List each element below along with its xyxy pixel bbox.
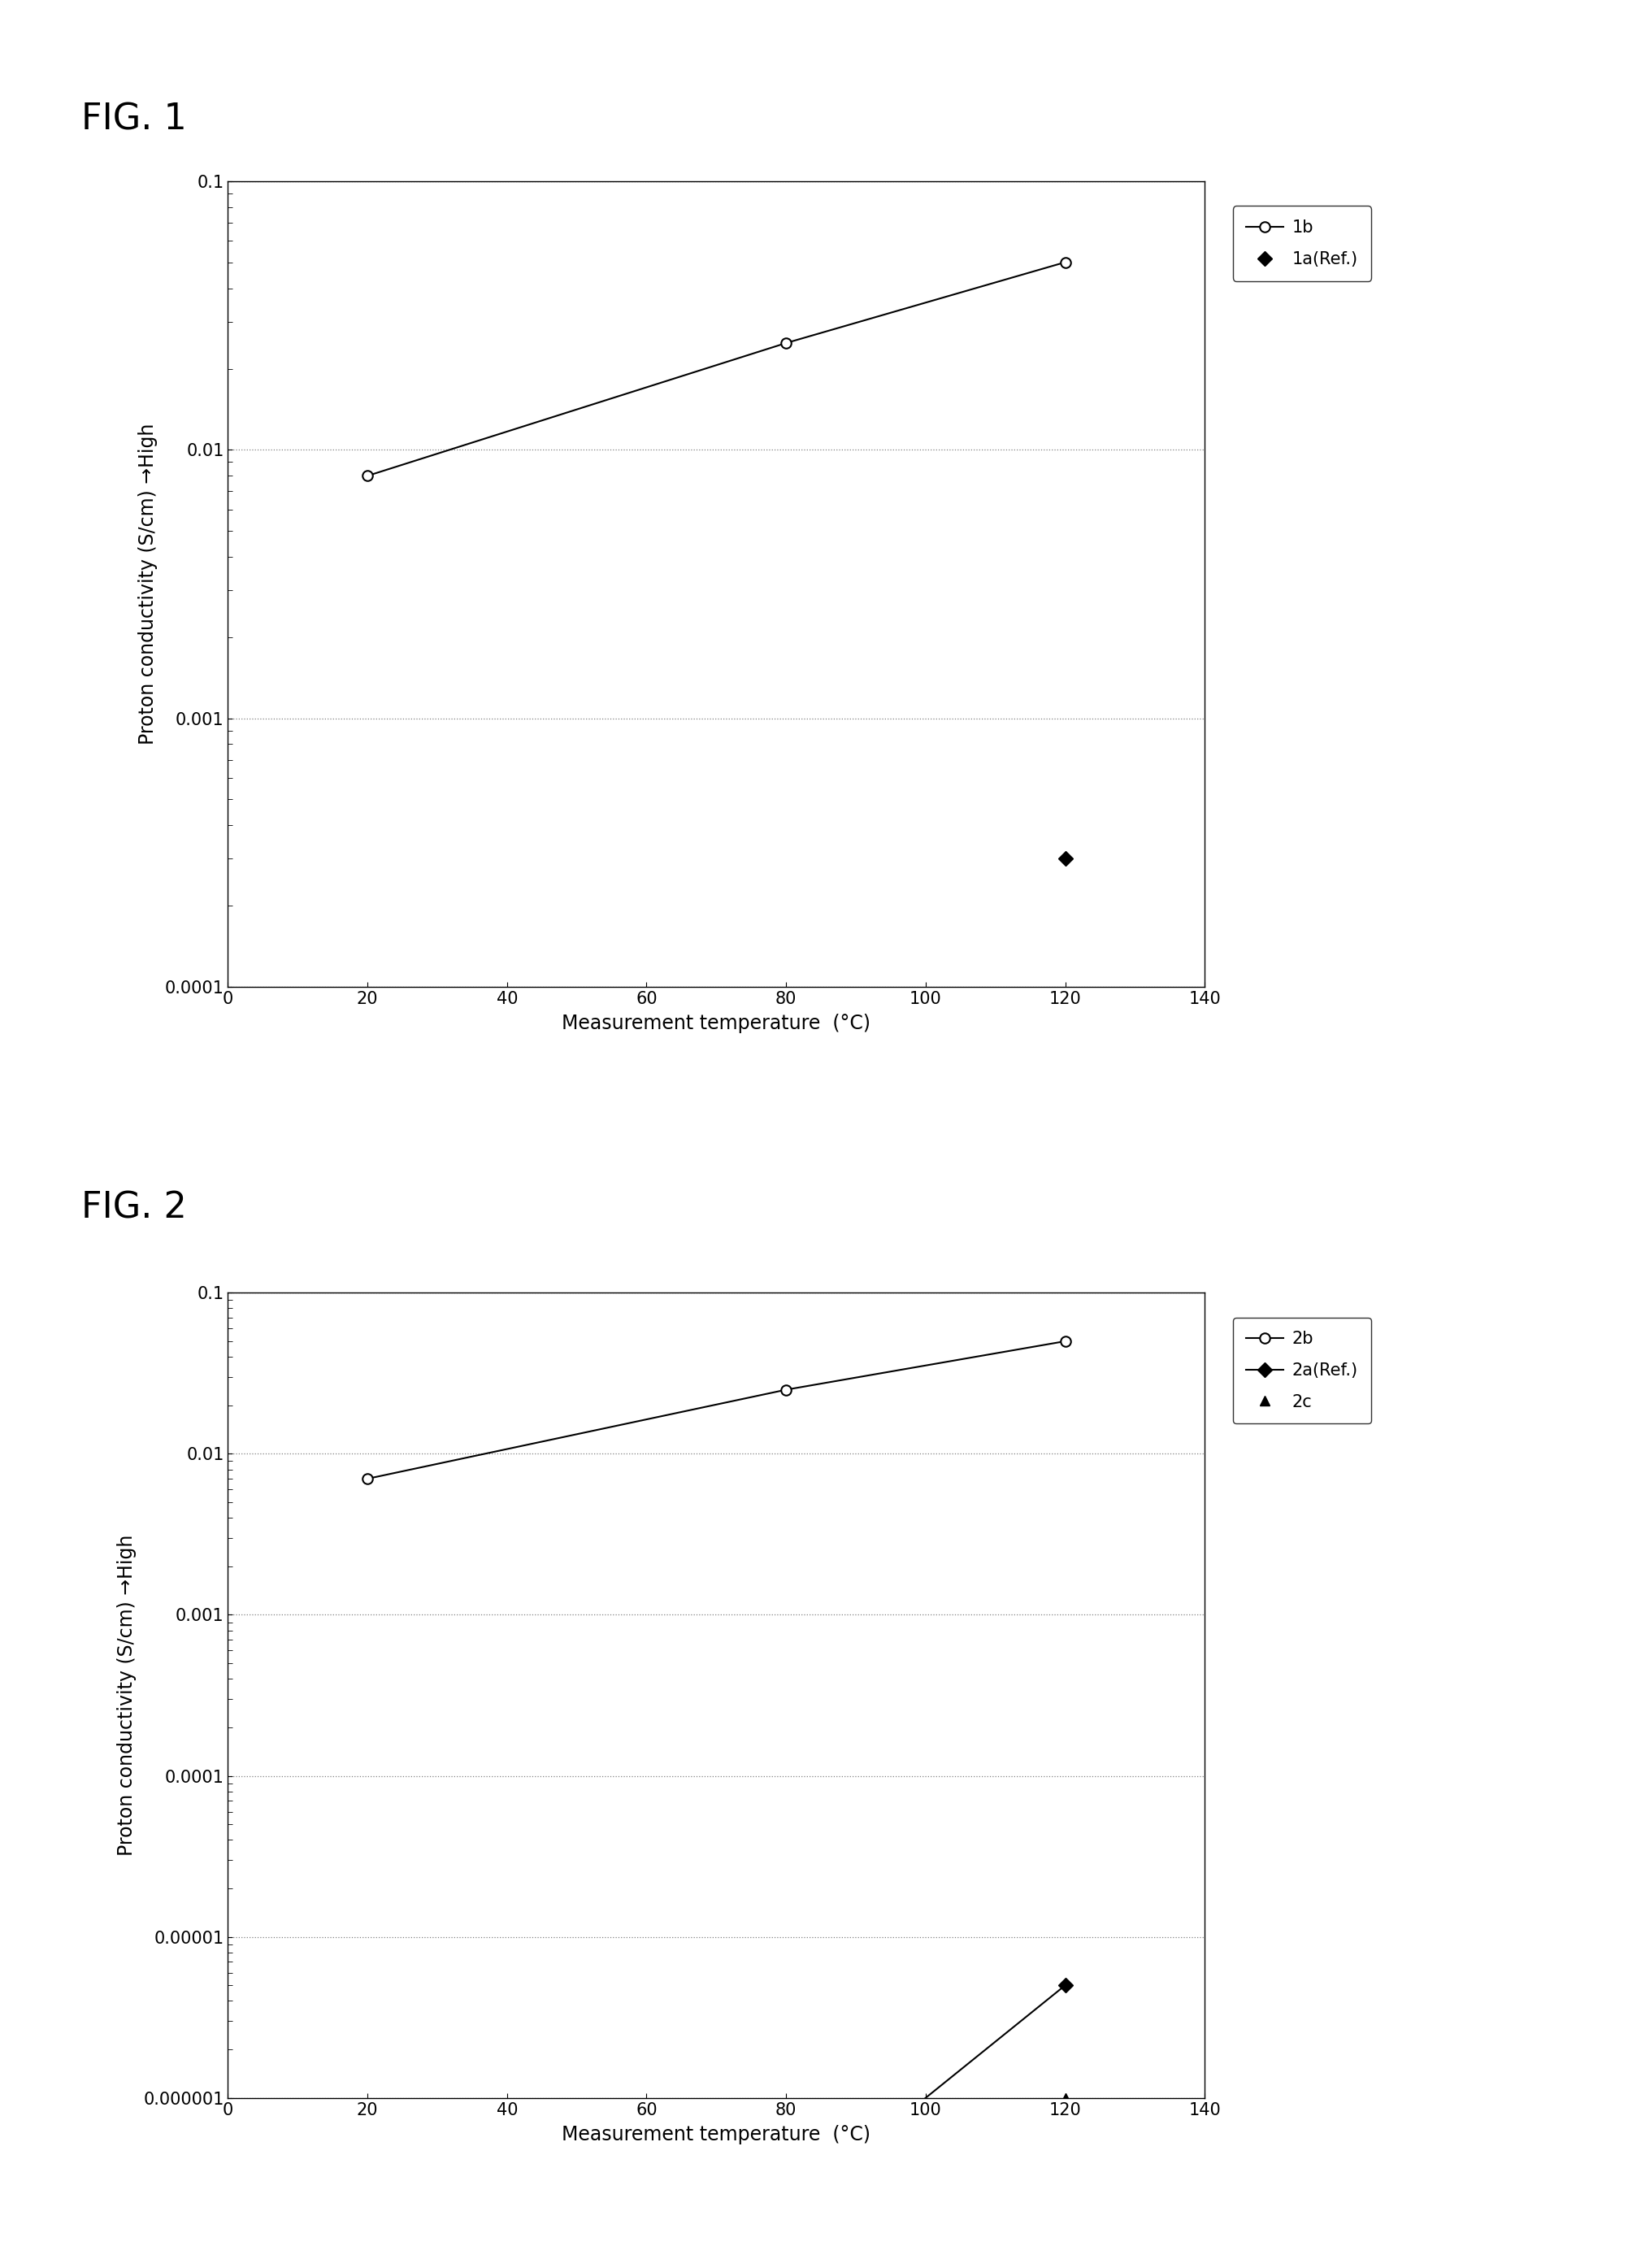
Text: FIG. 1: FIG. 1 <box>81 102 187 136</box>
Text: FIG. 2: FIG. 2 <box>81 1191 187 1225</box>
2a(Ref.) <box>777 2198 796 2225</box>
1b <box>1055 249 1074 277</box>
Line: 2a(Ref.): 2a(Ref.) <box>781 1980 1070 2216</box>
Y-axis label: Proton conductivity (S/cm) →High: Proton conductivity (S/cm) →High <box>117 1535 137 1855</box>
1b <box>777 329 796 356</box>
X-axis label: Measurement temperature  (°C): Measurement temperature (°C) <box>562 1014 871 1032</box>
2b <box>777 1377 796 1404</box>
Line: 2b: 2b <box>363 1336 1070 1483</box>
Line: 1b: 1b <box>363 256 1070 481</box>
Legend: 2b, 2a(Ref.), 2c: 2b, 2a(Ref.), 2c <box>1232 1318 1371 1424</box>
2b <box>358 1465 378 1492</box>
Legend: 1b, 1a(Ref.): 1b, 1a(Ref.) <box>1232 206 1371 281</box>
2a(Ref.) <box>1055 1971 1074 1998</box>
Y-axis label: Proton conductivity (S/cm) →High: Proton conductivity (S/cm) →High <box>138 424 158 744</box>
X-axis label: Measurement temperature  (°C): Measurement temperature (°C) <box>562 2125 871 2143</box>
1b <box>358 463 378 490</box>
2b <box>1055 1327 1074 1354</box>
